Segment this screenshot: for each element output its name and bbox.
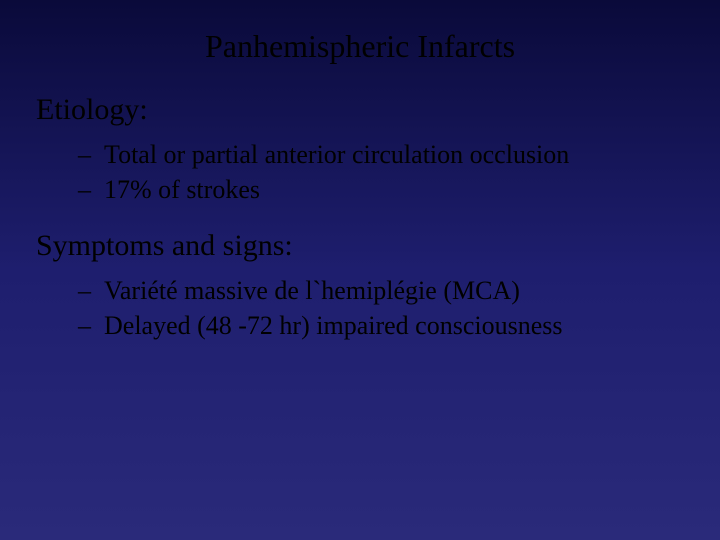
slide-title: Panhemispheric Infarcts — [36, 28, 684, 65]
bullet-marker: – — [78, 137, 91, 172]
bullet-text: Delayed (48 -72 hr) impaired consciousne… — [104, 311, 562, 340]
bullet-text: Variété massive de l`hemiplégie (MCA) — [104, 276, 520, 305]
bullet-list-symptoms: – Variété massive de l`hemiplégie (MCA) … — [36, 273, 684, 343]
list-item: – Delayed (48 -72 hr) impaired conscious… — [36, 308, 684, 343]
bullet-marker: – — [78, 308, 91, 343]
bullet-list-etiology: – Total or partial anterior circulation … — [36, 137, 684, 207]
bullet-text: Total or partial anterior circulation oc… — [104, 140, 569, 169]
section-heading-symptoms: Symptoms and signs: — [36, 229, 684, 263]
list-item: – 17% of strokes — [36, 172, 684, 207]
bullet-marker: – — [78, 273, 91, 308]
bullet-text: 17% of strokes — [104, 175, 260, 204]
slide: Panhemispheric Infarcts Etiology: – Tota… — [0, 0, 720, 540]
section-heading-etiology: Etiology: — [36, 93, 684, 127]
list-item: – Total or partial anterior circulation … — [36, 137, 684, 172]
bullet-marker: – — [78, 172, 91, 207]
list-item: – Variété massive de l`hemiplégie (MCA) — [36, 273, 684, 308]
